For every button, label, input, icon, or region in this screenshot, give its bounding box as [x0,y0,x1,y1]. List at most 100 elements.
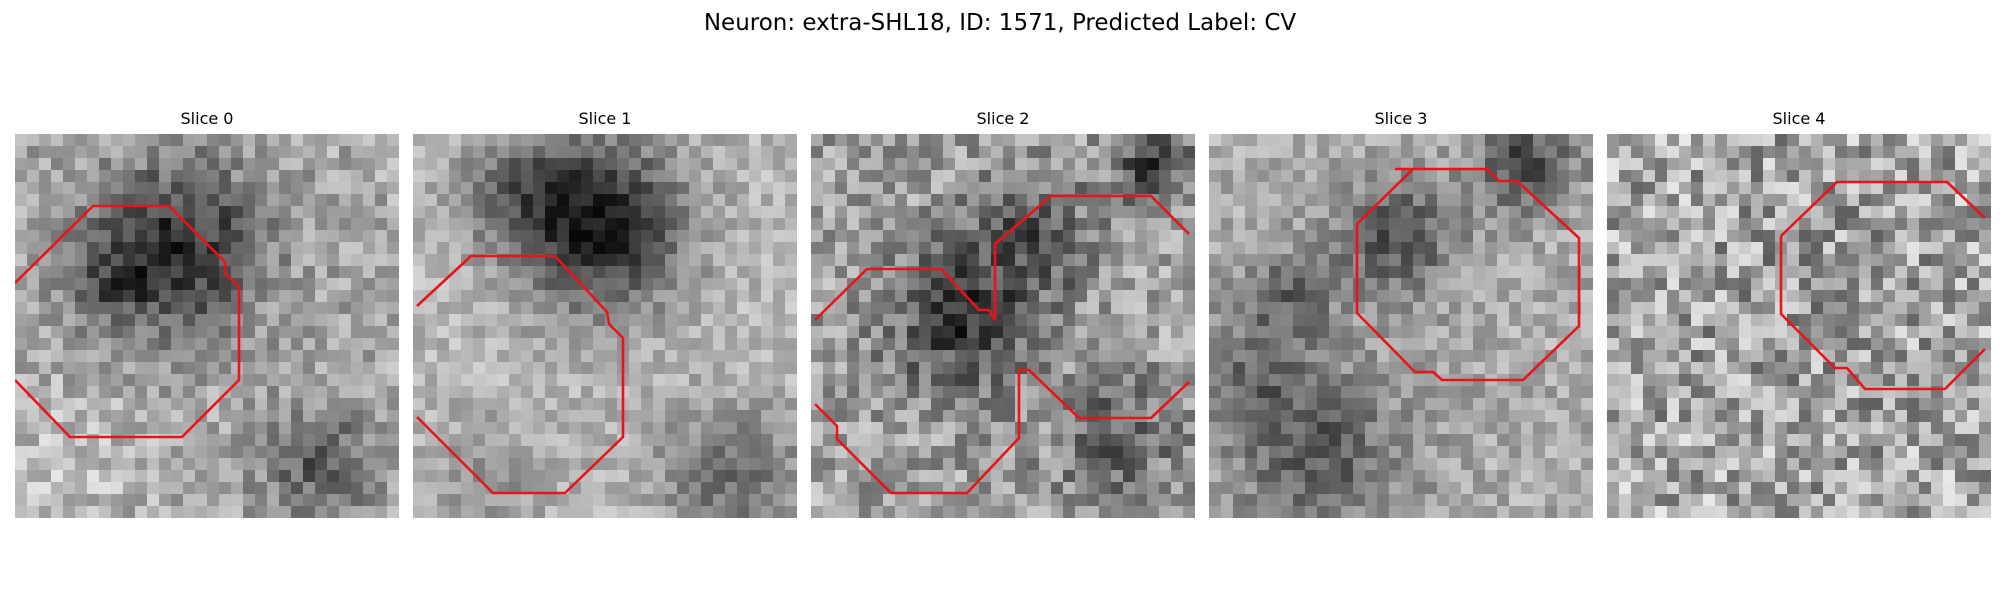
pixel [979,182,991,194]
pixel [1039,266,1051,278]
pixel [1425,254,1437,266]
pixel [1063,290,1075,302]
pixel [1485,278,1497,290]
pixel [1931,374,1943,386]
pixel [1099,302,1111,314]
pixel [1859,158,1871,170]
pixel [1425,290,1437,302]
pixel [1667,446,1679,458]
pixel [375,386,387,398]
pixel [1329,158,1341,170]
pixel [183,362,195,374]
pixel [521,242,533,254]
pixel [1461,506,1473,518]
pixel [749,194,761,206]
pixel [387,182,399,194]
pixel [255,218,267,230]
pixel [183,266,195,278]
pixel [51,446,63,458]
pixel [1703,278,1715,290]
pixel [1413,470,1425,482]
pixel [737,134,749,146]
pixel [159,422,171,434]
pixel [871,446,883,458]
pixel [859,242,871,254]
pixel [1727,446,1739,458]
pixel [883,290,895,302]
pixel [461,446,473,458]
pixel [1557,494,1569,506]
pixel [1581,194,1593,206]
pixel [1787,182,1799,194]
pixel [605,362,617,374]
pixel [835,182,847,194]
pixel [159,158,171,170]
pixel [1679,314,1691,326]
pixel [919,230,931,242]
pixel [231,326,243,338]
pixel [773,374,785,386]
pixel [1305,350,1317,362]
pixel [351,506,363,518]
pixel [1123,434,1135,446]
pixel [1449,422,1461,434]
pixel [871,230,883,242]
pixel [1135,398,1147,410]
pixel [111,218,123,230]
pixel [1691,206,1703,218]
pixel [449,182,461,194]
pixel [1533,470,1545,482]
pixel [1907,194,1919,206]
pixel [1847,362,1859,374]
pixel [159,350,171,362]
pixel [219,362,231,374]
pixel [761,350,773,362]
pixel [1655,134,1667,146]
pixel [569,290,581,302]
pixel [811,170,823,182]
pixel [1485,230,1497,242]
pixel [677,134,689,146]
pixel [1907,230,1919,242]
pixel [1039,218,1051,230]
pixel [811,362,823,374]
pixel [689,422,701,434]
pixel [1087,230,1099,242]
pixel [473,182,485,194]
pixel [725,494,737,506]
pixel [1955,422,1967,434]
pixel [1835,266,1847,278]
pixel [51,266,63,278]
pixel [1389,446,1401,458]
pixel [1003,170,1015,182]
pixel [375,302,387,314]
pixel [351,182,363,194]
pixel [1739,302,1751,314]
pixel [1521,314,1533,326]
pixel [979,266,991,278]
pixel [461,218,473,230]
pixel [871,206,883,218]
pixel [123,398,135,410]
pixel [351,422,363,434]
pixel [605,386,617,398]
pixel [1473,350,1485,362]
pixel [1667,134,1679,146]
pixel [521,470,533,482]
pixel [1329,230,1341,242]
pixel [1293,362,1305,374]
pixel [1329,410,1341,422]
pixel [1679,206,1691,218]
pixel [617,434,629,446]
pixel [1557,362,1569,374]
pixel [363,206,375,218]
pixel [1871,422,1883,434]
pixel [749,158,761,170]
pixel [1569,158,1581,170]
pixel [195,326,207,338]
pixel [279,254,291,266]
pixel [605,338,617,350]
pixel [413,146,425,158]
pixel [871,278,883,290]
pixel [859,230,871,242]
